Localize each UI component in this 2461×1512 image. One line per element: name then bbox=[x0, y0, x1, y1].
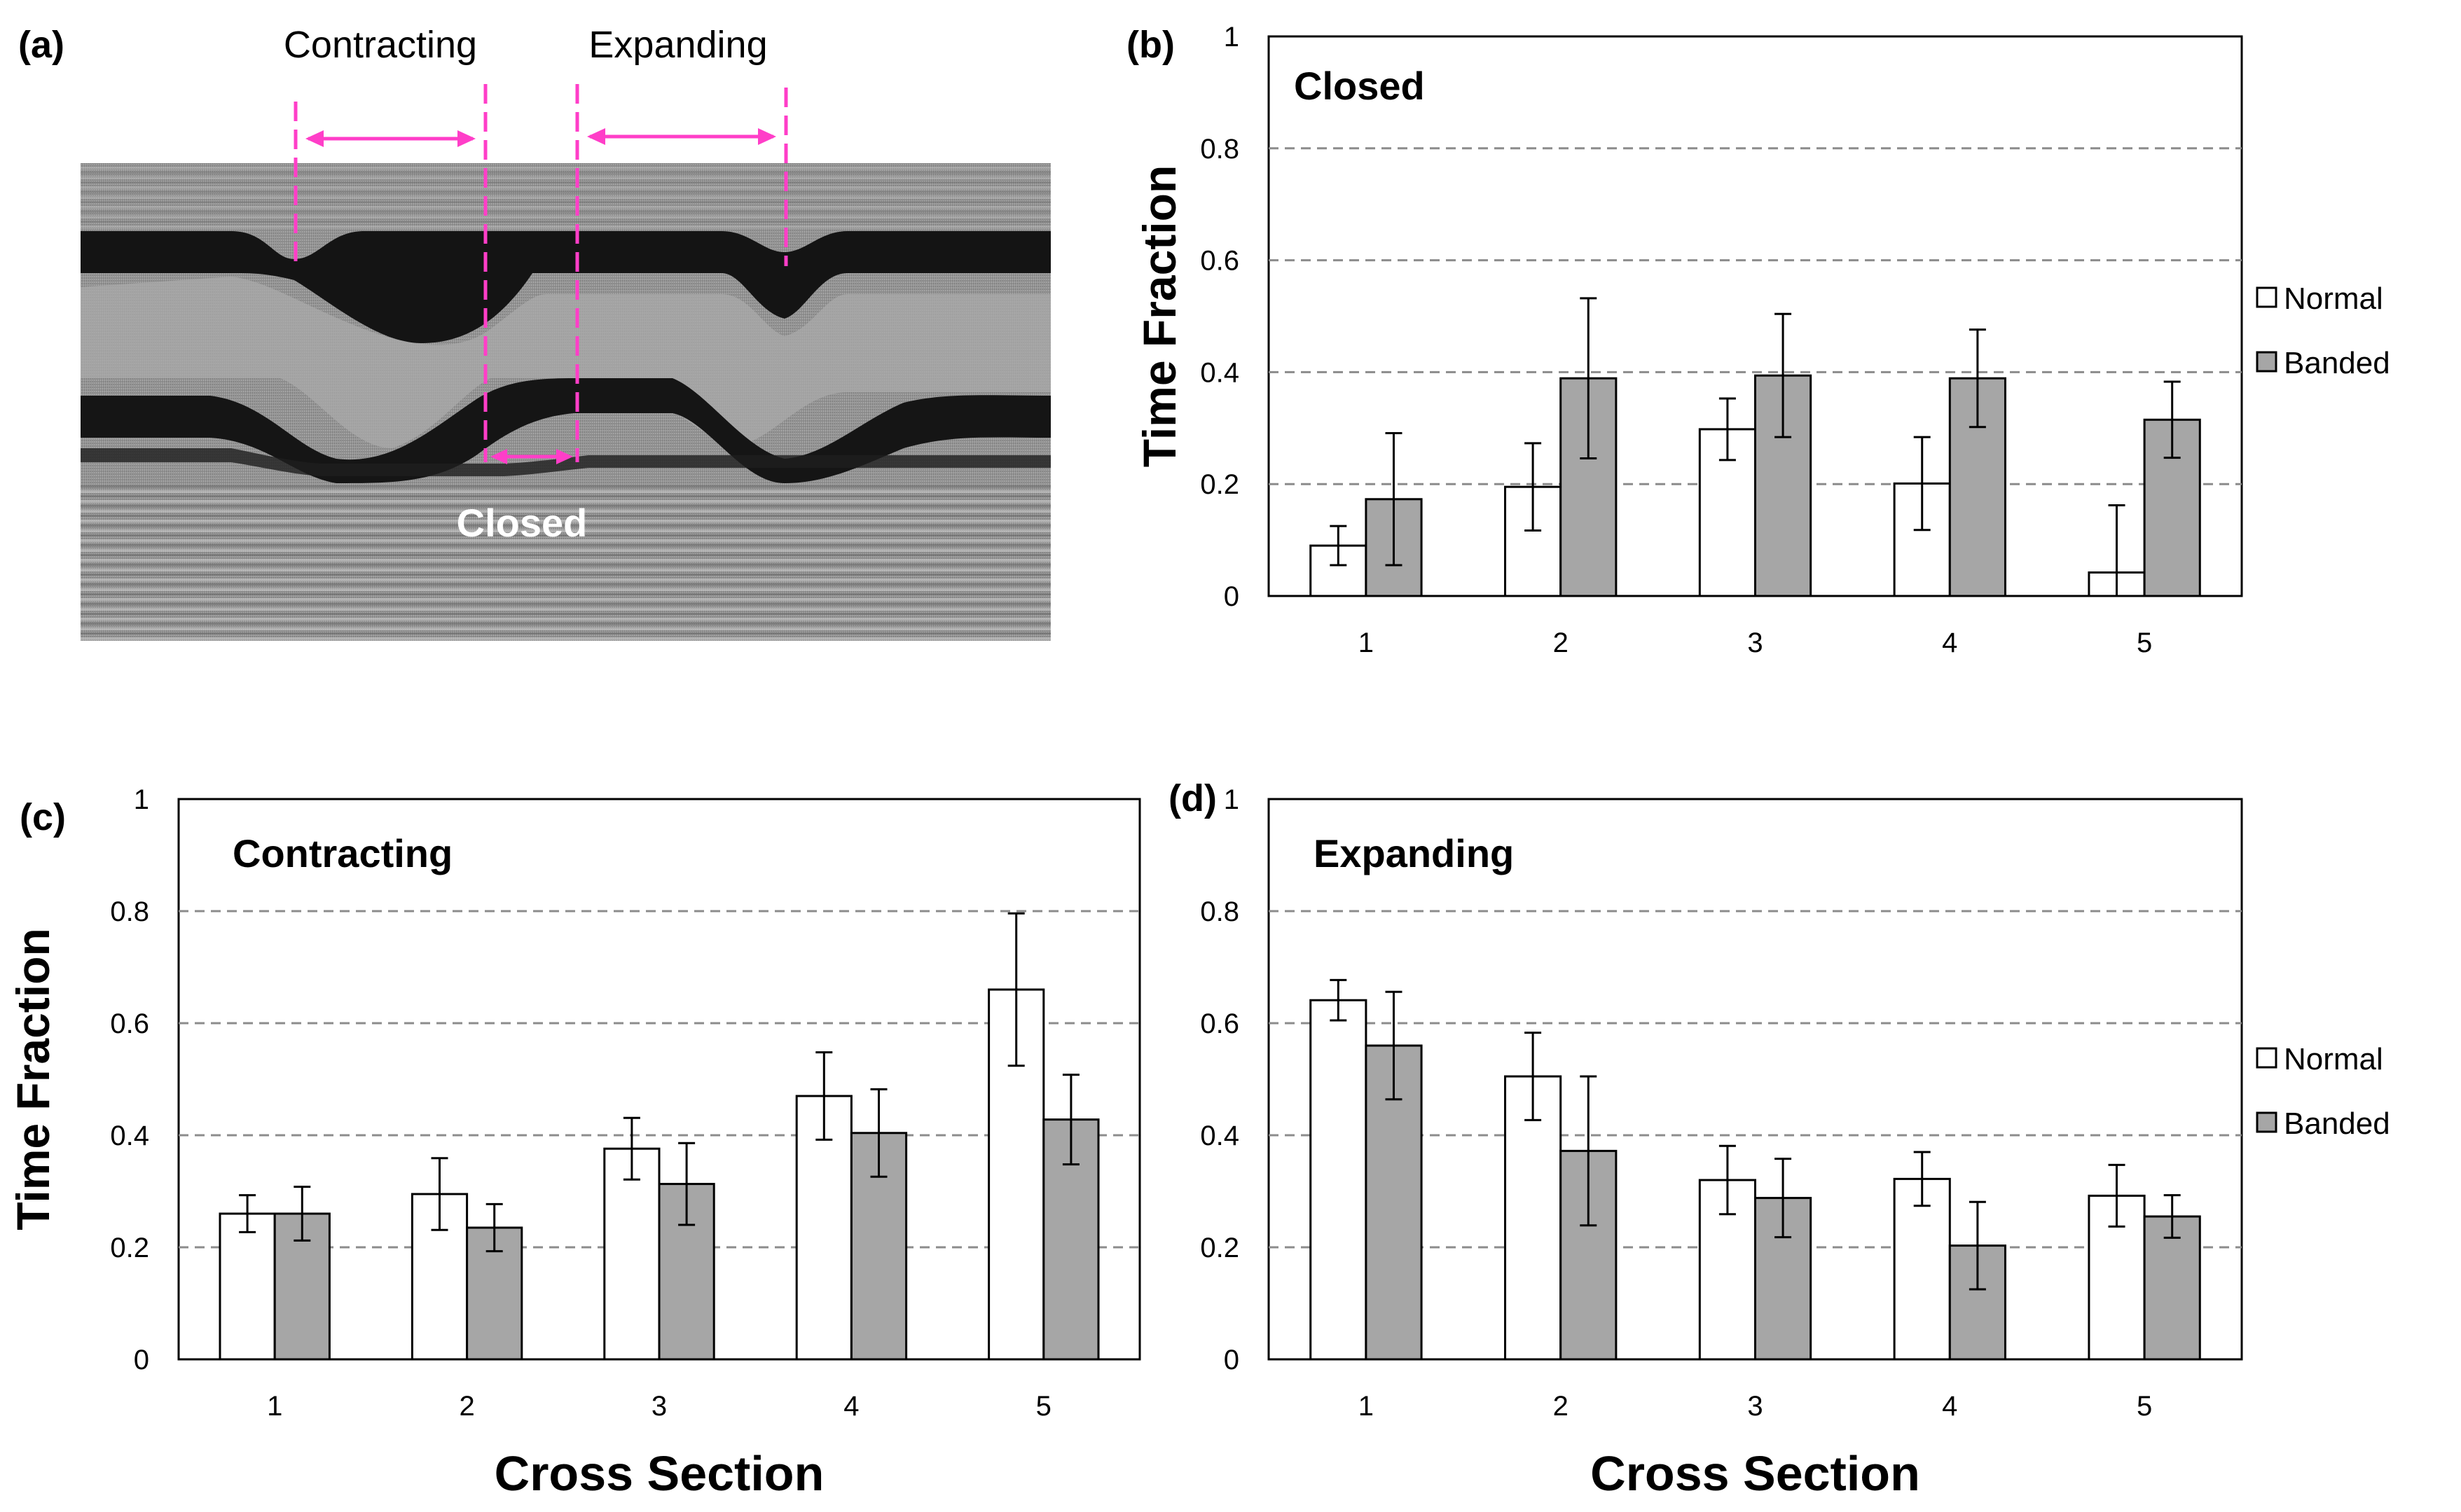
legend-swatch-banded bbox=[2256, 1111, 2277, 1133]
chart-title: Expanding bbox=[1314, 831, 1514, 875]
panel-label: (c) bbox=[20, 796, 66, 838]
legend-label: Normal bbox=[2284, 282, 2383, 316]
annotation-closed-label: Closed bbox=[457, 501, 588, 545]
bar-normal bbox=[1309, 999, 1367, 1361]
x-tick-label: 2 bbox=[1553, 1391, 1569, 1422]
x-tick-label: 4 bbox=[1942, 627, 1957, 658]
x-tick-label: 5 bbox=[2137, 627, 2152, 658]
charts-layer: (b) 0 0.2 0.4 0.6 0.8 1 Closed Time Fraction 1 2 3 4… bbox=[7, 22, 2390, 1501]
x-axis-label: Cross Section bbox=[1590, 1446, 1920, 1501]
x-tick-label: 4 bbox=[843, 1391, 859, 1422]
x-tick-label: 4 bbox=[1942, 1391, 1957, 1422]
x-tick-label: 1 bbox=[267, 1391, 282, 1422]
y-tick-label: 0.2 bbox=[1200, 469, 1239, 500]
y-tick-label: 0.8 bbox=[1200, 134, 1239, 165]
x-tick-label: 3 bbox=[1747, 1391, 1763, 1422]
bar-normal bbox=[219, 1212, 276, 1361]
legend-label: Normal bbox=[2284, 1042, 2383, 1076]
y-tick-label: 0 bbox=[1224, 1345, 1239, 1375]
kymograph-image bbox=[81, 163, 1051, 641]
y-axis-label: Time Fraction bbox=[1133, 165, 1185, 468]
panel-label: (b) bbox=[1126, 24, 1175, 66]
y-tick-label: 0.6 bbox=[1200, 1008, 1239, 1039]
x-tick-label: 3 bbox=[1747, 627, 1763, 658]
x-tick-label: 2 bbox=[459, 1391, 474, 1422]
y-tick-label: 0 bbox=[134, 1345, 149, 1375]
chart-panel-c: (c) 0 0.2 0.4 0.6 0.8 1 Contracting Time Fractio… bbox=[7, 784, 1141, 1501]
legend-swatch-normal bbox=[2256, 1047, 2277, 1069]
panel-a-label: (a) bbox=[18, 24, 64, 66]
y-tick-label: 0.4 bbox=[1200, 1121, 1239, 1151]
x-tick-label: 1 bbox=[1358, 1391, 1374, 1422]
y-tick-label: 0.6 bbox=[1200, 246, 1239, 277]
y-tick-label: 0.4 bbox=[1200, 357, 1239, 388]
bar-normal bbox=[1504, 1075, 1562, 1361]
x-tick-label: 1 bbox=[1358, 627, 1374, 658]
legend-label: Banded bbox=[2284, 346, 2390, 380]
y-tick-label: 0.2 bbox=[1200, 1233, 1239, 1263]
annotation-contracting: Contracting bbox=[284, 24, 488, 462]
chart-title: Contracting bbox=[233, 831, 453, 875]
chart-panel-d: (d) 0 0.2 0.4 0.6 0.8 1 Expanding 1 2 3 4 5 Cross Sec… bbox=[1169, 777, 2390, 1501]
y-tick-label: 1 bbox=[1224, 784, 1239, 815]
x-tick-label: 5 bbox=[1036, 1391, 1052, 1422]
y-tick-label: 1 bbox=[134, 784, 149, 815]
x-tick-label: 3 bbox=[652, 1391, 667, 1422]
panel-label: (d) bbox=[1169, 777, 1217, 819]
x-tick-label: 5 bbox=[2137, 1391, 2152, 1422]
bar-banded bbox=[466, 1226, 523, 1361]
annotation-expanding: Expanding bbox=[575, 24, 788, 462]
legend-label: Banded bbox=[2284, 1107, 2390, 1141]
annotation-contracting-label: Contracting bbox=[284, 24, 477, 66]
y-tick-label: 0.2 bbox=[110, 1233, 149, 1263]
y-tick-label: 0.8 bbox=[110, 896, 149, 927]
legend: Normal Banded bbox=[2256, 1042, 2390, 1141]
y-tick-label: 1 bbox=[1224, 22, 1239, 53]
annotation-closed: Closed bbox=[457, 449, 588, 545]
legend: Normal Banded bbox=[2256, 282, 2390, 380]
x-tick-label: 2 bbox=[1553, 627, 1569, 658]
y-tick-label: 0 bbox=[1224, 581, 1239, 612]
x-axis-label: Cross Section bbox=[495, 1446, 825, 1501]
annotation-expanding-label: Expanding bbox=[588, 24, 767, 66]
legend-swatch-normal bbox=[2256, 286, 2277, 308]
y-tick-label: 0.6 bbox=[110, 1008, 149, 1039]
y-tick-label: 0.4 bbox=[110, 1121, 149, 1151]
chart-title: Closed bbox=[1294, 64, 1425, 108]
chart-panel-b: (b) 0 0.2 0.4 0.6 0.8 1 Closed Time Fraction 1 2 3 4… bbox=[1126, 22, 2390, 658]
panel-a: (a) Contracting Expanding bbox=[18, 24, 1051, 641]
y-axis-label: Time Fraction bbox=[7, 928, 59, 1230]
legend-swatch-banded bbox=[2256, 351, 2277, 373]
y-tick-label: 0.8 bbox=[1200, 896, 1239, 927]
